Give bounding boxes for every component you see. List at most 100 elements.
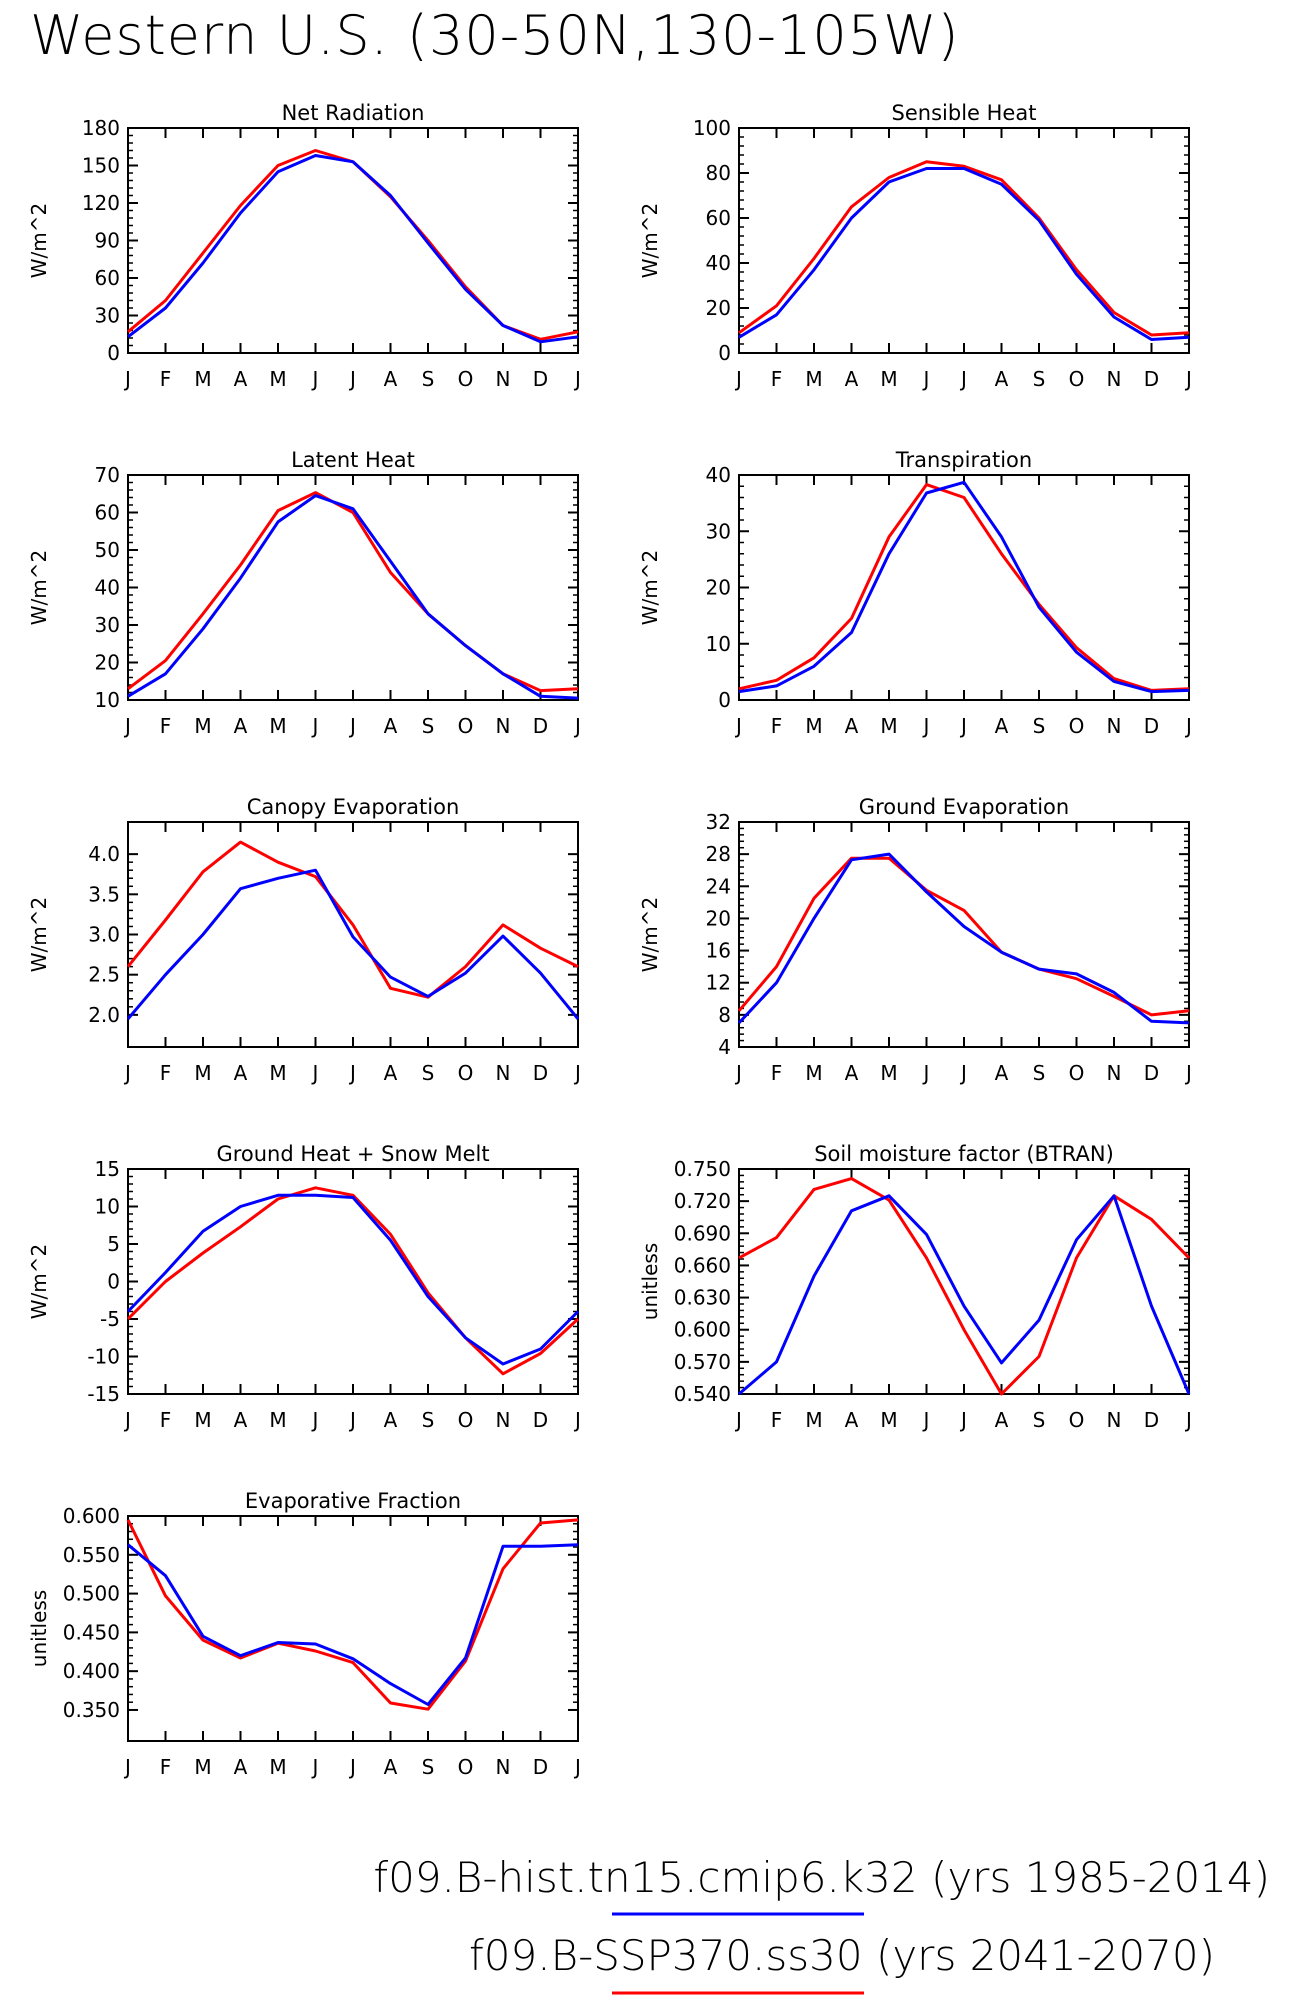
y-tick-label: 60 (95, 266, 120, 290)
y-tick-label: 0.630 (674, 1286, 731, 1310)
x-tick-label: A (995, 1408, 1009, 1432)
x-tick-label: N (496, 714, 511, 738)
chart-title: Sensible Heat (892, 101, 1037, 125)
x-tick-label: D (1144, 367, 1159, 391)
y-tick-label: -5 (100, 1307, 120, 1331)
x-tick-label: M (805, 1408, 822, 1432)
x-tick-label: M (194, 1755, 211, 1779)
x-tick-label: D (1144, 1061, 1159, 1085)
x-tick-label: S (422, 714, 435, 738)
series-line-future (127, 149, 579, 341)
legend-label-future: f09.B-SSP370.ss30 (yrs 2041-2070) (469, 1931, 1215, 1980)
x-tick-label: O (458, 714, 474, 738)
x-tick-label: F (160, 714, 172, 738)
y-axis-label: W/m^2 (638, 203, 662, 278)
legend-label-hist: f09.B-hist.tn15.cmip6.k32 (yrs 1985-2014… (373, 1853, 1270, 1902)
x-tick-label: O (1069, 714, 1085, 738)
x-tick-label: A (995, 367, 1009, 391)
y-tick-label: 120 (82, 191, 120, 215)
y-tick-label: 20 (706, 576, 731, 600)
x-tick-label: S (422, 1408, 435, 1432)
y-tick-label: 3.0 (88, 923, 120, 947)
x-tick-label: J (573, 367, 581, 391)
x-tick-label: M (880, 1061, 897, 1085)
x-tick-label: N (1107, 714, 1122, 738)
y-tick-label: 10 (95, 688, 120, 712)
x-tick-label: D (533, 1061, 548, 1085)
x-tick-label: M (805, 1061, 822, 1085)
y-tick-label: 150 (82, 154, 120, 178)
x-tick-label: A (384, 1061, 398, 1085)
series-line-hist (738, 480, 1190, 694)
x-tick-label: S (1033, 1061, 1046, 1085)
x-tick-label: J (573, 1755, 581, 1779)
x-tick-label: A (384, 367, 398, 391)
y-tick-label: 0.550 (63, 1543, 120, 1567)
y-tick-label: 0 (107, 1270, 120, 1294)
series-line-future (738, 1177, 1191, 1396)
x-tick-label: N (496, 1061, 511, 1085)
x-tick-label: J (573, 714, 581, 738)
series-line-hist (738, 1194, 1191, 1396)
x-tick-label: J (734, 1061, 742, 1085)
x-tick-label: J (922, 714, 930, 738)
y-tick-label: 30 (95, 304, 120, 328)
x-tick-label: J (922, 367, 930, 391)
x-tick-label: A (234, 714, 248, 738)
series-line-hist (126, 1193, 580, 1366)
x-tick-label: M (194, 367, 211, 391)
y-tick-label: 90 (95, 229, 120, 253)
x-tick-label: J (1184, 1408, 1192, 1432)
y-tick-label: 40 (706, 251, 731, 275)
x-tick-label: O (1069, 1061, 1085, 1085)
x-tick-label: A (384, 1408, 398, 1432)
y-tick-label: 8 (718, 1003, 731, 1027)
chart-evaporative-fraction: Evaporative Fraction unitless 0.350 0.400 0.… (27, 1489, 581, 1779)
x-tick-label: F (160, 1061, 172, 1085)
y-tick-label: 16 (706, 939, 731, 963)
y-tick-label: 2.0 (88, 1003, 120, 1027)
y-tick-label: 0.540 (674, 1382, 731, 1406)
y-axis-label: W/m^2 (27, 1244, 51, 1319)
x-tick-label: M (194, 1061, 211, 1085)
x-tick-label: F (160, 1408, 172, 1432)
x-tick-label: J (959, 714, 967, 738)
x-tick-label: M (194, 714, 211, 738)
y-tick-label: 0.720 (674, 1189, 731, 1213)
x-tick-label: J (348, 1755, 356, 1779)
x-tick-label: M (880, 1408, 897, 1432)
y-tick-label: 32 (706, 810, 731, 834)
x-tick-label: O (1069, 367, 1085, 391)
y-tick-label: 0.750 (674, 1157, 731, 1181)
x-tick-label: J (311, 714, 319, 738)
x-tick-label: J (123, 1408, 131, 1432)
y-axis-label: unitless (638, 1243, 662, 1320)
chart-ground-heat-snow-melt: Ground Heat + Snow Melt W/m^2 -15 -10 -5 0 5 10… (27, 1142, 581, 1432)
x-tick-label: O (458, 367, 474, 391)
x-tick-label: F (771, 714, 783, 738)
y-tick-label: 0.600 (674, 1318, 731, 1342)
x-tick-label: O (1069, 1408, 1085, 1432)
series-line-hist (127, 154, 579, 344)
y-tick-label: 30 (95, 613, 120, 637)
chart-title: Latent Heat (291, 448, 415, 472)
y-tick-label: -10 (87, 1345, 120, 1369)
x-tick-label: F (771, 1408, 783, 1432)
series-line-future (738, 483, 1190, 692)
x-tick-label: D (533, 714, 548, 738)
y-tick-label: 2.5 (88, 963, 120, 987)
x-tick-label: J (1184, 367, 1192, 391)
series-line-hist (127, 494, 579, 700)
x-tick-label: J (1184, 1061, 1192, 1085)
x-tick-label: O (458, 1408, 474, 1432)
x-tick-label: J (311, 1408, 319, 1432)
y-tick-label: 20 (95, 651, 120, 675)
x-tick-label: D (533, 1755, 548, 1779)
x-tick-label: M (880, 714, 897, 738)
y-axis-label: W/m^2 (27, 550, 51, 625)
x-tick-label: J (311, 1755, 319, 1779)
